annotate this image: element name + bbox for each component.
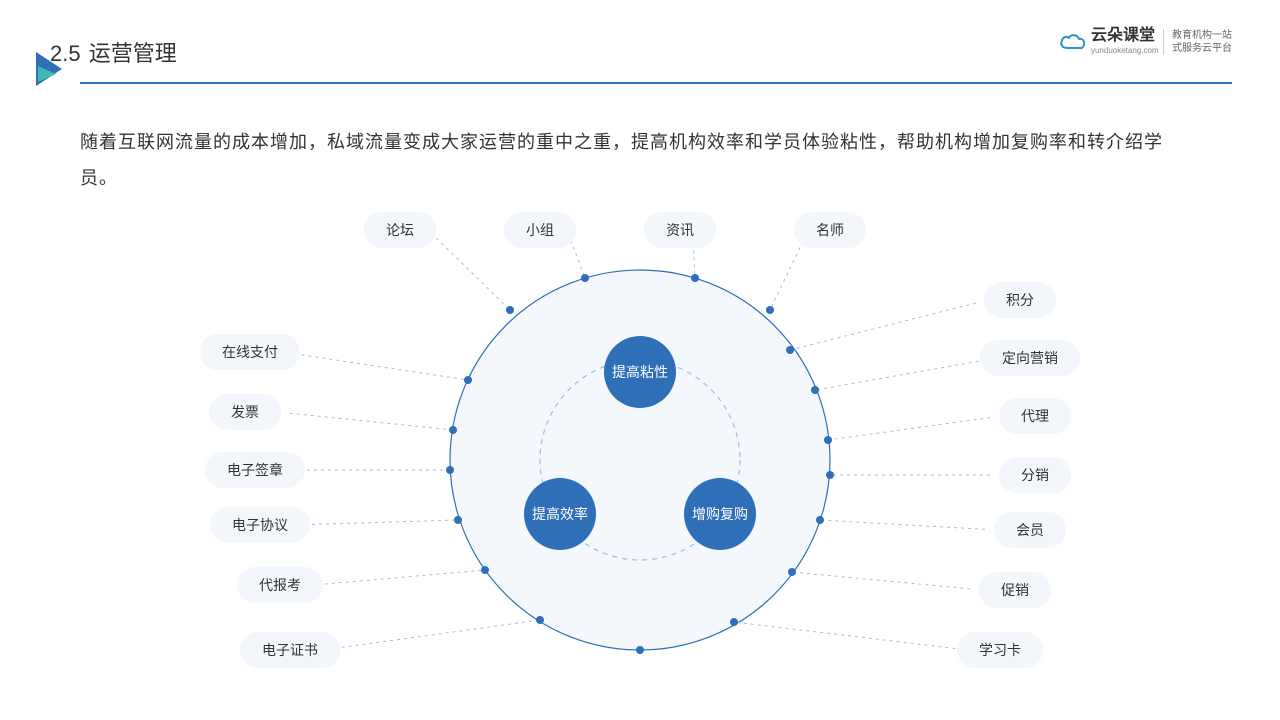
- pill-forum: 论坛: [364, 212, 436, 248]
- title-underline: [80, 82, 1232, 84]
- pill-ecert: 电子证书: [240, 632, 340, 668]
- brand-logo: 云朵课堂 yunduoketang.com 教育机构一站 式服务云平台: [1059, 28, 1232, 55]
- pill-esign: 电子签章: [205, 452, 305, 488]
- brand-tagline: 教育机构一站 式服务云平台: [1163, 29, 1232, 55]
- pill-eagree: 电子协议: [210, 507, 310, 543]
- brand-sub: yunduoketang.com: [1091, 46, 1163, 55]
- section-title: 运营管理: [89, 41, 177, 66]
- diagram-svg: [0, 200, 1280, 720]
- pill-news: 资讯: [644, 212, 716, 248]
- cloud-icon: [1059, 32, 1087, 52]
- pill-pay: 在线支付: [200, 334, 300, 370]
- center-node-stick: 提高粘性: [604, 336, 676, 408]
- pill-card: 学习卡: [957, 632, 1043, 668]
- operations-diagram: 论坛 小组 资讯 名师在线支付发票电子签章电子协议代报考电子证书 积分定向营销代理分销会…: [0, 200, 1280, 720]
- pill-proxy: 代报考: [237, 567, 323, 603]
- center-node-repeat: 增购复购: [684, 478, 756, 550]
- pill-group: 小组: [504, 212, 576, 248]
- slide-title: 2.5 运营管理: [50, 36, 177, 68]
- tagline-line1: 教育机构一站: [1172, 29, 1232, 42]
- center-node-effic: 提高效率: [524, 478, 596, 550]
- pill-promo: 促销: [979, 572, 1051, 608]
- pill-invoice: 发票: [209, 394, 281, 430]
- pill-dist: 分销: [999, 457, 1071, 493]
- brand-name: 云朵课堂: [1091, 28, 1155, 44]
- pill-points: 积分: [984, 282, 1056, 318]
- pill-target: 定向营销: [980, 340, 1080, 376]
- pill-member: 会员: [994, 512, 1066, 548]
- pill-teacher: 名师: [794, 212, 866, 248]
- tagline-line2: 式服务云平台: [1172, 42, 1232, 55]
- pill-agent: 代理: [999, 398, 1071, 434]
- slide-title-row: 2.5 运营管理: [36, 36, 177, 68]
- body-paragraph: 随着互联网流量的成本增加，私域流量变成大家运营的重中之重，提高机构效率和学员体验…: [80, 124, 1200, 196]
